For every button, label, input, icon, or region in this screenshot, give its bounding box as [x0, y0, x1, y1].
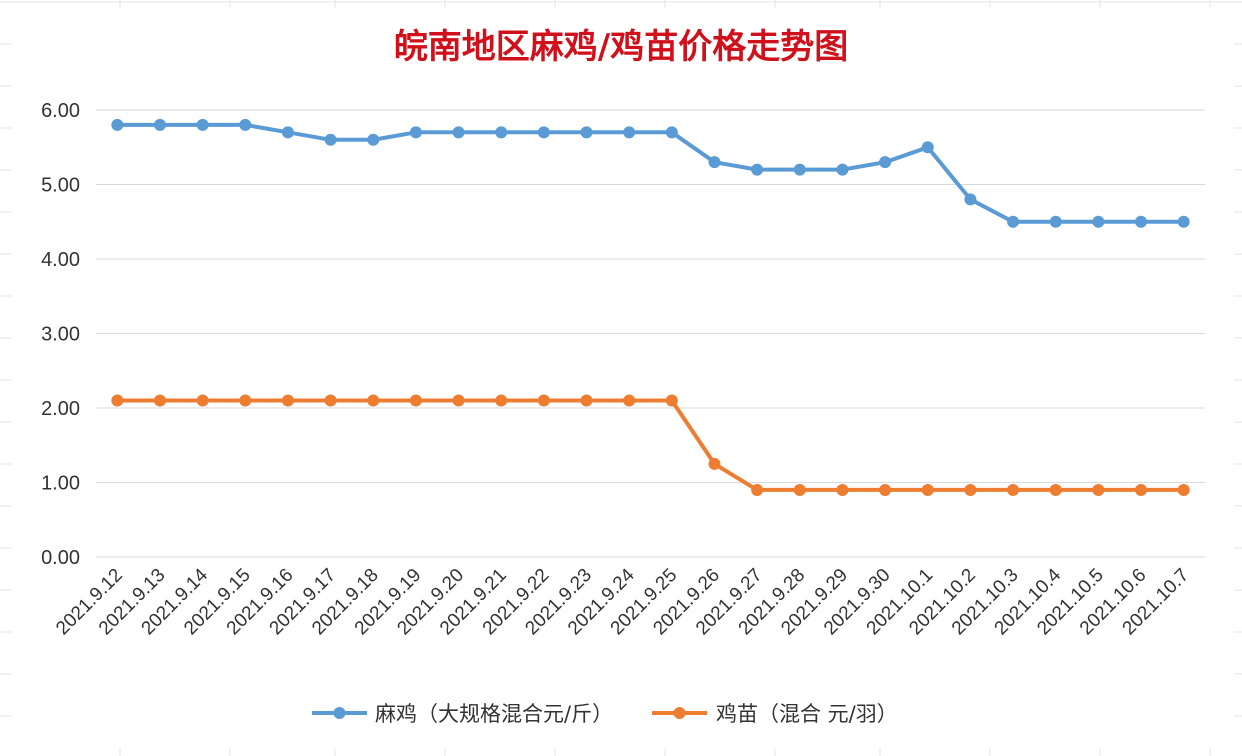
data-point — [623, 394, 636, 407]
y-axis-ticks: 0.00 1.00 2.00 3.00 4.00 5.00 6.00 — [41, 100, 80, 569]
gridlines — [96, 109, 1205, 558]
data-point — [1007, 483, 1020, 496]
data-point — [1092, 483, 1105, 496]
y-tick-label: 2.00 — [41, 398, 80, 420]
data-point — [1135, 483, 1148, 496]
data-point — [708, 156, 721, 169]
data-point — [751, 483, 764, 496]
data-point — [964, 483, 977, 496]
data-point — [1177, 215, 1190, 228]
data-point — [1092, 215, 1105, 228]
data-point — [879, 483, 892, 496]
data-point — [836, 163, 849, 176]
y-tick-label: 4.00 — [41, 249, 80, 271]
y-tick-label: 6.00 — [41, 100, 80, 122]
data-point — [580, 126, 593, 139]
data-point — [623, 126, 636, 139]
data-point — [324, 133, 337, 146]
y-tick-label: 1.00 — [41, 473, 80, 495]
data-point — [452, 394, 465, 407]
data-point — [708, 457, 721, 470]
data-point — [495, 126, 508, 139]
data-point — [495, 394, 508, 407]
chart-title: 皖南地区麻鸡/鸡苗价格走势图 — [394, 27, 848, 67]
series-2 — [111, 394, 1190, 496]
legend: 麻鸡（大规格混合元/斤） 鸡苗（混合 元/羽） — [312, 702, 898, 726]
data-point — [324, 394, 337, 407]
data-point — [111, 394, 124, 407]
data-point — [836, 483, 849, 496]
legend-label: 鸡苗（混合 元/羽） — [716, 702, 898, 726]
data-point — [921, 141, 934, 154]
data-point — [537, 394, 550, 407]
data-point — [1177, 483, 1190, 496]
data-point — [111, 118, 124, 131]
legend-label: 麻鸡（大规格混合元/斤） — [375, 702, 613, 726]
data-point — [367, 394, 380, 407]
data-point — [281, 394, 294, 407]
series-layer — [111, 118, 1190, 496]
data-point — [921, 483, 934, 496]
y-tick-label: 3.00 — [41, 324, 80, 346]
y-tick-label: 0.00 — [41, 547, 80, 569]
data-point — [665, 126, 678, 139]
data-point — [665, 394, 678, 407]
data-point — [153, 394, 166, 407]
data-point — [1007, 215, 1020, 228]
data-point — [367, 133, 380, 146]
data-point — [239, 394, 252, 407]
series-line — [115, 398, 1186, 492]
data-point — [196, 118, 209, 131]
data-point — [239, 118, 252, 131]
data-point — [409, 126, 422, 139]
data-point — [751, 163, 764, 176]
data-point — [1135, 215, 1148, 228]
data-point — [1049, 215, 1062, 228]
series-1 — [111, 118, 1190, 228]
data-point — [1049, 483, 1062, 496]
data-point — [281, 126, 294, 139]
data-point — [537, 126, 550, 139]
data-point — [196, 394, 209, 407]
data-point — [793, 163, 806, 176]
data-point — [964, 193, 977, 206]
data-point — [153, 118, 166, 131]
data-point — [409, 394, 422, 407]
y-tick-label: 5.00 — [41, 175, 80, 197]
data-point — [879, 156, 892, 169]
data-point — [580, 394, 593, 407]
legend-swatch-marker — [673, 707, 686, 719]
legend-swatch-marker — [333, 707, 346, 719]
data-point — [452, 126, 465, 139]
data-point — [793, 483, 806, 496]
series-line — [115, 122, 1186, 224]
